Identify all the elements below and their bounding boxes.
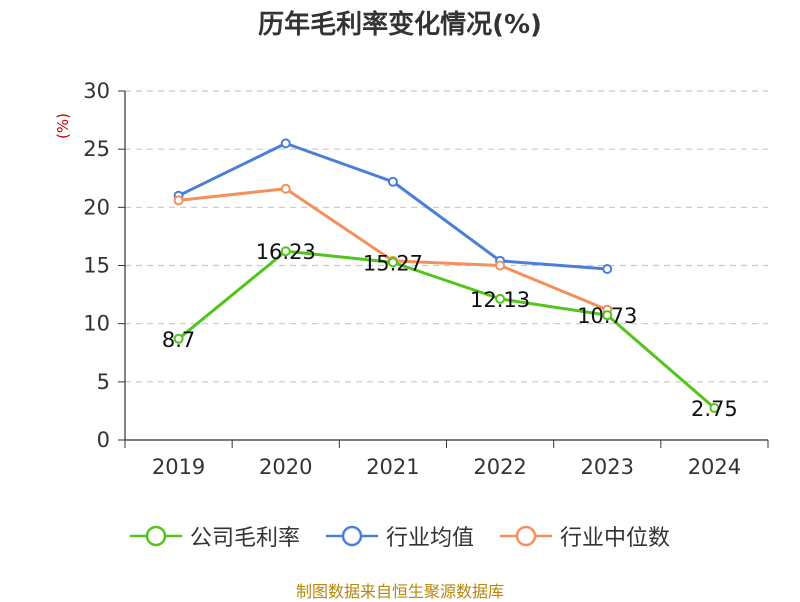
data-point bbox=[387, 257, 398, 268]
legend-item[interactable]: 行业均值 bbox=[325, 520, 474, 552]
x-tick-label: 2022 bbox=[473, 455, 526, 479]
data-label: 16.23 bbox=[256, 240, 316, 264]
legend-item[interactable]: 行业中位数 bbox=[500, 520, 670, 552]
legend-label: 公司毛利率 bbox=[189, 526, 300, 551]
data-point bbox=[280, 183, 291, 194]
data-point bbox=[495, 293, 506, 304]
data-label: 10.73 bbox=[577, 304, 637, 328]
data-point bbox=[602, 310, 613, 321]
data-point bbox=[173, 195, 184, 206]
y-tick-label: 0 bbox=[97, 428, 110, 452]
data-point bbox=[280, 246, 291, 257]
legend-marker-icon bbox=[325, 525, 378, 547]
chart-title: 历年毛利率变化情况(%) bbox=[258, 10, 542, 40]
x-tick-label: 2020 bbox=[259, 455, 312, 479]
legend-marker-icon bbox=[129, 525, 182, 547]
legend-item[interactable]: 公司毛利率 bbox=[129, 520, 300, 552]
y-tick-label: 25 bbox=[83, 137, 110, 161]
y-tick-label: 20 bbox=[83, 195, 110, 219]
data-source-note: 制图数据来自恒生聚源数据库 bbox=[295, 582, 504, 601]
x-tick-label: 2019 bbox=[152, 455, 205, 479]
chart-legend: 公司毛利率 行业均值 行业中位数 bbox=[0, 520, 800, 552]
data-point bbox=[173, 333, 184, 344]
data-point bbox=[495, 260, 506, 271]
legend-marker-icon bbox=[500, 525, 552, 547]
x-tick-label: 2023 bbox=[581, 455, 634, 479]
y-tick-label: 10 bbox=[83, 312, 110, 336]
y-tick-label: 5 bbox=[97, 370, 110, 394]
data-point bbox=[387, 176, 398, 187]
data-label: 12.13 bbox=[470, 288, 530, 312]
series-line bbox=[177, 141, 608, 271]
data-point bbox=[709, 403, 720, 414]
legend-label: 行业中位数 bbox=[560, 526, 671, 551]
data-point bbox=[280, 138, 291, 149]
y-axis-label: (%) bbox=[54, 113, 72, 139]
legend-label: 行业均值 bbox=[385, 526, 474, 551]
x-tick-label: 2024 bbox=[688, 455, 741, 479]
y-tick-label: 15 bbox=[83, 254, 110, 278]
data-label: 15.27 bbox=[363, 251, 423, 275]
data-point bbox=[602, 263, 613, 274]
y-tick-label: 30 bbox=[83, 79, 110, 103]
x-tick-label: 2021 bbox=[366, 455, 419, 479]
data-label: 8.7 bbox=[162, 328, 195, 352]
data-label: 2.75 bbox=[691, 397, 738, 421]
series-line bbox=[177, 249, 716, 410]
